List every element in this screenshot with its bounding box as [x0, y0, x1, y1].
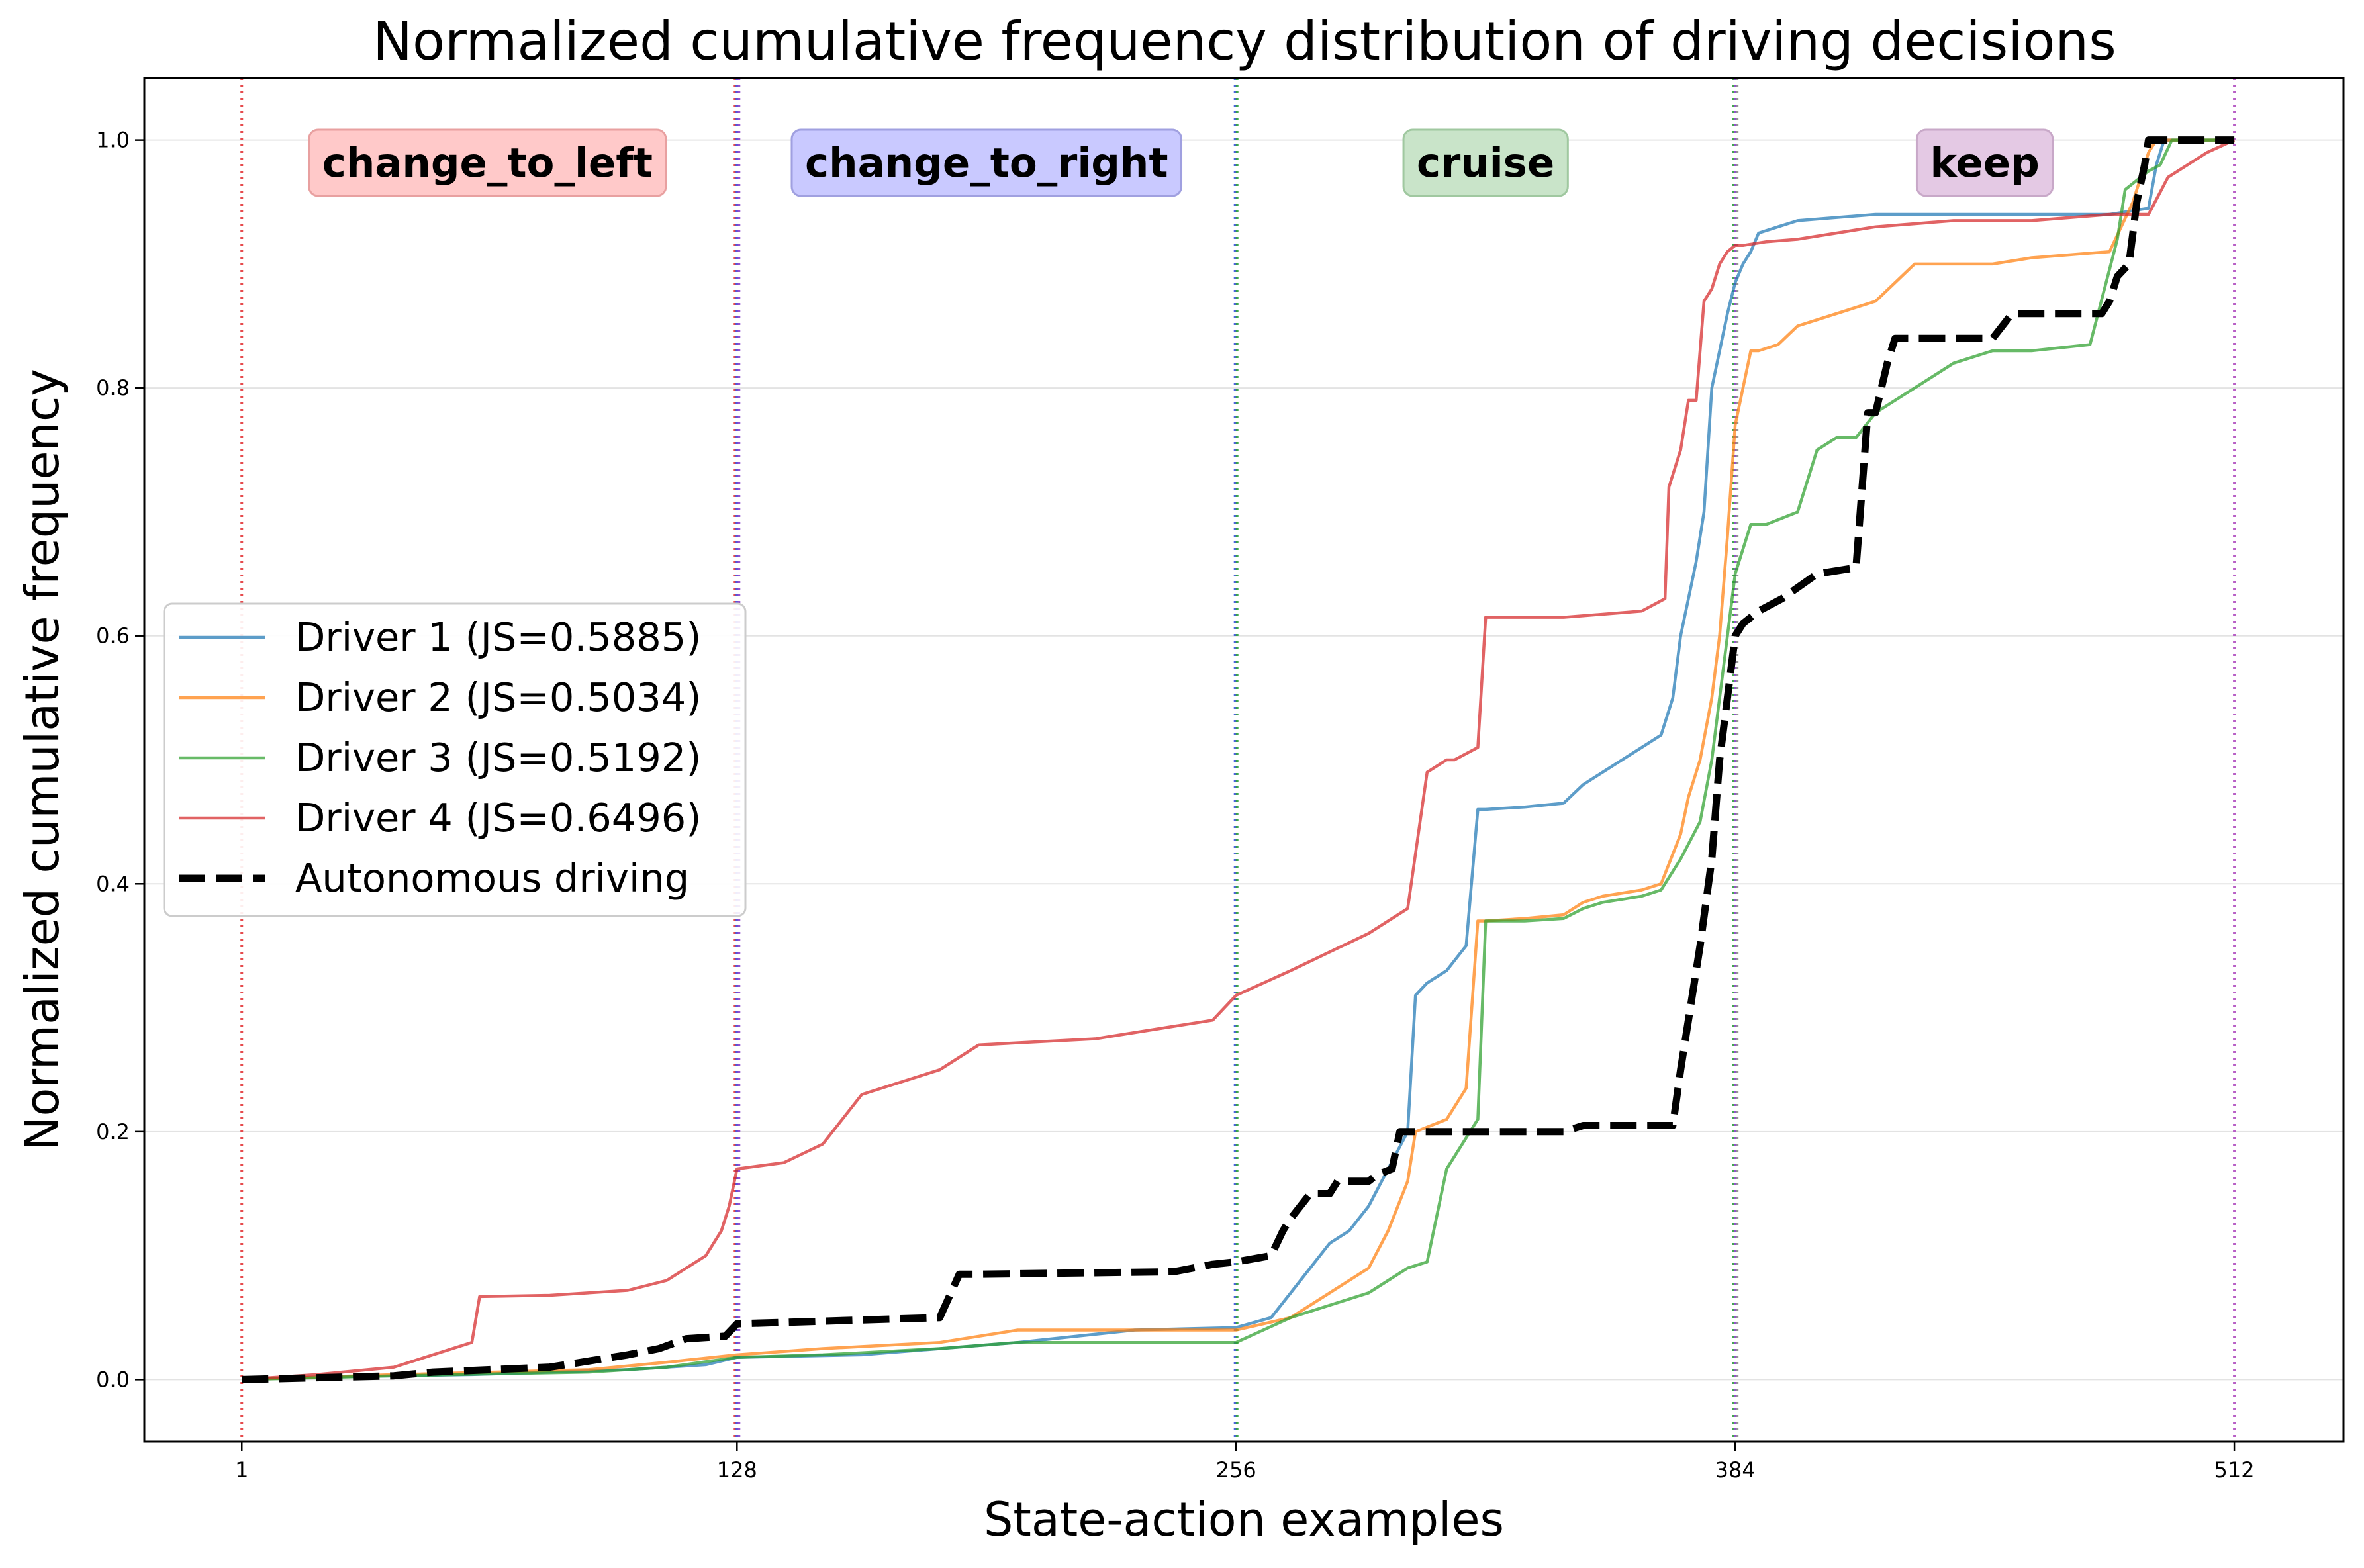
- region-label-text-3: keep: [1930, 140, 2039, 187]
- region-label-0: change_to_left: [308, 128, 667, 197]
- region-labels: change_to_left change_to_right cruise keep: [308, 128, 2054, 197]
- legend-label-4: Autonomous driving: [295, 855, 689, 901]
- legend-label-0: Driver 1 (JS=0.5885): [295, 614, 701, 660]
- y-tick-label-0: 0.0: [96, 1367, 130, 1392]
- legend-box: [163, 602, 747, 917]
- region-label-text-1: change_to_right: [805, 140, 1168, 187]
- chart-title: Normalized cumulative frequency distribu…: [373, 11, 2116, 72]
- series-line-4: [242, 136, 2235, 1383]
- legend: Driver 1 (JS=0.5885) Driver 2 (JS=0.5034)…: [163, 602, 747, 917]
- y-tick-label-5: 1.0: [96, 128, 130, 153]
- legend-label-2: Driver 3 (JS=0.5192): [295, 735, 701, 780]
- plot-frame: [143, 77, 2345, 1443]
- y-tick-label-4: 0.8: [96, 375, 130, 400]
- legend-entries: Driver 1 (JS=0.5885) Driver 2 (JS=0.5034)…: [179, 614, 701, 901]
- y-axis-label: Normalized cumulative frequency: [15, 369, 70, 1151]
- region-label-3: keep: [1915, 128, 2054, 197]
- x-tick-label-1: 128: [717, 1457, 757, 1483]
- y-tick-label-1: 0.2: [96, 1119, 130, 1144]
- x-axis-label: State-action examples: [984, 1493, 1504, 1547]
- legend-label-3: Driver 4 (JS=0.6496): [295, 795, 701, 841]
- region-label-box-1: [790, 128, 1183, 197]
- region-label-text-0: change_to_left: [322, 140, 653, 187]
- y-axis-ticks: 0.0 0.2 0.4 0.6 0.8 1.0: [96, 128, 144, 1392]
- region-label-1: change_to_right: [790, 128, 1183, 197]
- x-tick-label-2: 256: [1216, 1457, 1256, 1483]
- y-tick-label-3: 0.6: [96, 623, 130, 649]
- region-label-text-2: cruise: [1417, 140, 1554, 187]
- series-lines: [242, 136, 2236, 1383]
- region-label-box-0: [308, 128, 667, 197]
- region-label-2: cruise: [1402, 128, 1569, 197]
- region-label-box-3: [1915, 128, 2054, 197]
- series-line-3: [242, 138, 2236, 1381]
- x-tick-label-3: 384: [1715, 1457, 1756, 1483]
- x-axis-ticks: 1 128 256 384 512: [235, 1442, 2255, 1483]
- series-line-0: [242, 138, 2235, 1381]
- x-tick-label-4: 512: [2214, 1457, 2255, 1483]
- series-line-2: [242, 138, 2235, 1381]
- legend-label-1: Driver 2 (JS=0.5034): [295, 674, 701, 720]
- series-line-1: [242, 138, 2235, 1381]
- y-tick-label-2: 0.4: [96, 871, 130, 896]
- x-tick-label-0: 1: [235, 1457, 248, 1483]
- region-label-box-2: [1402, 128, 1569, 197]
